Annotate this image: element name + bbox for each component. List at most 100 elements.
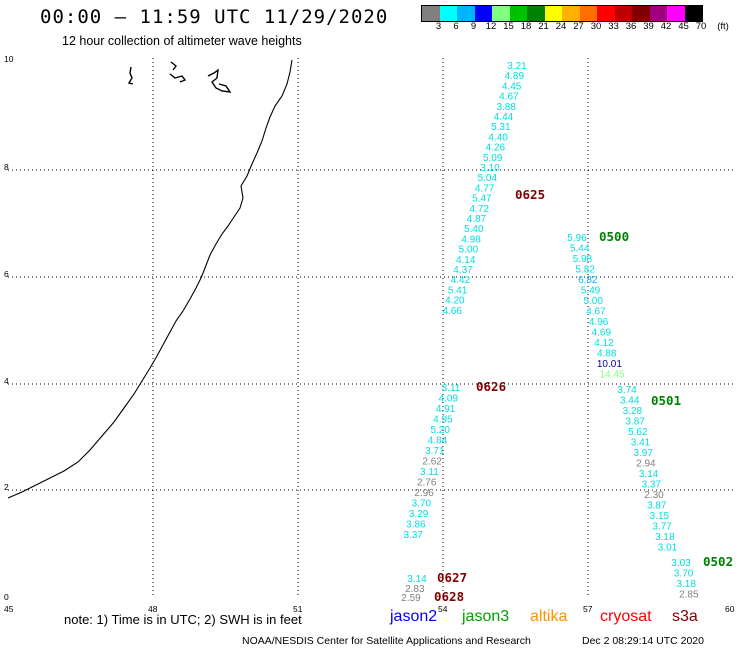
legend-swatch — [632, 6, 650, 21]
pass-time-label: 0626 — [476, 379, 506, 394]
legend-tick-label: 39 — [643, 21, 654, 32]
legend-tick-label: 15 — [503, 21, 514, 32]
wave-height-value: 2.59 — [401, 593, 421, 604]
legend-swatch — [439, 6, 457, 21]
wave-height-value: 4.89 — [505, 71, 525, 82]
x-tick-label: 57 — [583, 604, 593, 614]
wave-height-value: 4.72 — [469, 204, 489, 215]
legend-tick-label: 3 — [435, 21, 442, 32]
wave-height-value: 3.15 — [650, 511, 670, 522]
wave-height-value: 4.77 — [475, 183, 495, 194]
wave-height-value: 3.41 — [631, 438, 651, 449]
wave-height-value: 5.04 — [478, 173, 498, 184]
legend-swatch — [614, 6, 632, 21]
wave-height-value: 2.85 — [679, 590, 699, 601]
wave-height-value: 4.37 — [453, 265, 473, 276]
island-b — [169, 61, 187, 83]
wave-height-value: 5.49 — [581, 286, 601, 297]
wave-height-value: 4.95 — [433, 415, 453, 426]
legend-tick-label: 12 — [485, 21, 497, 32]
wave-height-value: 4.12 — [594, 338, 614, 349]
legend-tick-label: 33 — [608, 21, 619, 32]
coastline — [7, 59, 293, 499]
wave-height-value: 5.31 — [491, 122, 511, 133]
wave-height-value: 3.18 — [676, 579, 696, 590]
wave-height-value: 3.74 — [617, 385, 637, 396]
x-tick-label: 48 — [148, 604, 158, 614]
wave-height-value: 5.82 — [575, 265, 595, 276]
wave-height-value: 3.37 — [642, 480, 662, 491]
pass-time-label: 0502 — [703, 554, 733, 569]
wave-height-value: 5.98 — [573, 254, 593, 265]
wave-height-value: 3.87 — [647, 501, 667, 512]
legend-tick-label: 30 — [590, 21, 602, 32]
page-subtitle: 12 hour collection of altimeter wave hei… — [62, 34, 302, 48]
wave-height-value: 3.44 — [620, 396, 640, 407]
pass-time-label: 0501 — [651, 393, 681, 408]
wave-height-value: 3.11 — [420, 467, 439, 478]
x-tick-label: 45 — [4, 604, 14, 614]
wave-height-value: 4.98 — [461, 234, 481, 245]
x-tick-label: 51 — [293, 604, 303, 614]
wave-height-value: 3.37 — [403, 530, 423, 541]
legend-swatch — [422, 6, 440, 21]
wave-height-value: 3.21 — [507, 61, 527, 72]
satellite-cryosat-label: cryosat — [600, 608, 652, 625]
wave-height-value: 3.03 — [671, 558, 691, 569]
wave-height-value: 4.26 — [486, 143, 506, 154]
wave-height-value: 10.01 — [597, 359, 622, 370]
y-tick-label: 4 — [4, 376, 9, 386]
legend-swatch — [684, 6, 702, 21]
wave-height-value: 3.28 — [623, 406, 643, 417]
legend-swatch — [562, 6, 580, 21]
island-c — [207, 68, 232, 93]
wave-height-value: 5.00 — [459, 245, 479, 256]
pass-time-label: 0500 — [599, 229, 629, 244]
wave-height-value: 4.67 — [586, 307, 606, 318]
wave-height-value: 3.29 — [409, 509, 429, 520]
wave-height-value: 3.10 — [480, 163, 500, 174]
y-tick-label: 6 — [4, 269, 9, 279]
pass-time-label: 0628 — [434, 589, 464, 604]
wave-height-value: 3.71 — [425, 446, 445, 457]
y-tick-label: 8 — [4, 162, 9, 172]
axis-labels: 45 48 51 54 57 60 0 2 4 6 8 10 — [4, 54, 735, 614]
pass-time-label: 0625 — [515, 187, 545, 202]
wave-height-value: 4.67 — [499, 92, 519, 103]
wave-height-values: 3.214.894.454.673.884.445.314.404.265.09… — [401, 61, 733, 604]
wave-height-value: 2.83 — [405, 584, 425, 595]
legend-swatch — [579, 6, 597, 21]
wave-height-value: 6.82 — [578, 275, 598, 286]
wave-height-value: 5.44 — [570, 244, 590, 255]
wave-height-value: 4.45 — [502, 81, 522, 92]
legend-swatch — [474, 6, 492, 21]
color-scale-labels: 3 6 9 12 15 18 21 24 27 30 33 36 39 42 45 70 (ft) — [421, 21, 740, 35]
legend-tick-label: 18 — [520, 21, 532, 32]
wave-height-value: 4.44 — [494, 112, 514, 123]
wave-height-value: 5.47 — [472, 194, 492, 205]
color-scale-legend — [421, 5, 703, 22]
wave-height-value: 5.62 — [628, 427, 648, 438]
legend-unit: (ft) — [717, 21, 729, 32]
wave-height-value: 4.40 — [488, 132, 508, 143]
legend-tick-label: 6 — [453, 21, 459, 32]
wave-height-value: 4.20 — [445, 296, 465, 307]
island-a — [127, 66, 134, 85]
wave-height-value: 5.20 — [430, 425, 450, 436]
generated-timestamp: Dec 2 08:29:14 UTC 2020 — [582, 635, 704, 647]
wave-height-value: 4.14 — [456, 255, 476, 266]
legend-swatch — [667, 6, 685, 21]
page-title: 00:00 – 11:59 UTC 11/29/2020 — [40, 6, 389, 28]
legend-tick-label: 36 — [625, 21, 637, 32]
wave-height-value: 4.69 — [592, 328, 612, 339]
legend-swatch — [649, 6, 667, 21]
wave-height-value: 3.14 — [639, 469, 659, 480]
wave-height-value: 3.11 — [442, 383, 461, 394]
wave-height-value: 3.70 — [674, 569, 694, 580]
satellite-jason2-label: jason2 — [390, 608, 438, 625]
legend-swatch — [509, 6, 527, 21]
wave-height-value: 3.14 — [407, 574, 427, 585]
wave-height-value: 5.41 — [448, 285, 468, 296]
